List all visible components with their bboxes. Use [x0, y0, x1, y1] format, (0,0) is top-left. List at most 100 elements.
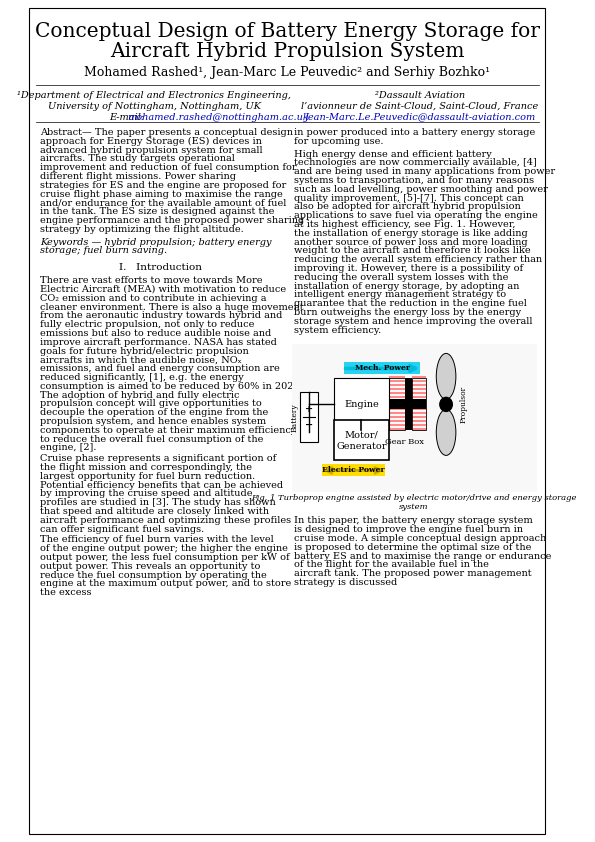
- Text: ¹Department of Electrical and Electronics Engineering,: ¹Department of Electrical and Electronic…: [17, 91, 291, 100]
- Text: engine, [2].: engine, [2].: [40, 444, 96, 452]
- Text: aircraft tank. The proposed power management: aircraft tank. The proposed power manage…: [294, 569, 531, 578]
- Text: the excess: the excess: [40, 589, 92, 597]
- Bar: [345, 362, 420, 375]
- Text: Abstract— The paper presents a conceptual design: Abstract— The paper presents a conceptua…: [40, 128, 293, 137]
- Text: aircraft performance and optimizing these profiles: aircraft performance and optimizing thes…: [40, 516, 292, 525]
- Text: consumption is aimed to be reduced by 60% in 2025.: consumption is aimed to be reduced by 60…: [40, 381, 303, 391]
- Text: applications to save fuel via operating the engine: applications to save fuel via operating …: [294, 211, 537, 221]
- Text: The adoption of hybrid and fully electric: The adoption of hybrid and fully electri…: [40, 391, 240, 400]
- Bar: [405, 378, 412, 430]
- Text: +: +: [305, 405, 313, 414]
- Text: systems to transportation, and for many reasons: systems to transportation, and for many …: [294, 176, 534, 185]
- Text: decouple the operation of the engine from the: decouple the operation of the engine fro…: [40, 408, 268, 417]
- Bar: [389, 388, 405, 391]
- Text: strategy is discussed: strategy is discussed: [294, 578, 397, 587]
- Text: mohamed.rashed@nottingham.ac.uk: mohamed.rashed@nottingham.ac.uk: [127, 113, 309, 122]
- Bar: [412, 384, 427, 386]
- Text: improve aircraft performance. NASA has stated: improve aircraft performance. NASA has s…: [40, 338, 277, 347]
- Text: engine at the maximum output power, and to store: engine at the maximum output power, and …: [40, 579, 292, 589]
- Text: Cruise phase represents a significant portion of: Cruise phase represents a significant po…: [40, 454, 277, 463]
- Text: CO₂ emission and to contribute in achieving a: CO₂ emission and to contribute in achiev…: [40, 294, 267, 303]
- Bar: [412, 428, 427, 430]
- Bar: [292, 344, 537, 493]
- Bar: [412, 420, 427, 423]
- Text: Fig. 1 Turboprop engine assisted by electric motor/drive and energy storage: Fig. 1 Turboprop engine assisted by elec…: [252, 494, 577, 503]
- Text: Electric Aircraft (MEA) with motivation to reduce: Electric Aircraft (MEA) with motivation …: [40, 285, 286, 294]
- Bar: [389, 424, 405, 426]
- Bar: [389, 380, 405, 382]
- Text: in power produced into a battery energy storage: in power produced into a battery energy …: [294, 128, 535, 137]
- Bar: [389, 404, 405, 407]
- Text: l’avionneur de Saint-Cloud, Saint-Cloud, France: l’avionneur de Saint-Cloud, Saint-Cloud,…: [301, 102, 538, 111]
- Text: strategy by optimizing the flight altitude.: strategy by optimizing the flight altitu…: [40, 225, 244, 234]
- Text: installation of energy storage, by adopting an: installation of energy storage, by adopt…: [294, 281, 519, 290]
- Text: E-mail:: E-mail:: [109, 113, 147, 122]
- Text: burn outweighs the energy loss by the energy: burn outweighs the energy loss by the en…: [294, 308, 521, 317]
- Text: at its highest efficiency, see Fig. 1. However,: at its highest efficiency, see Fig. 1. H…: [294, 220, 515, 229]
- Text: storage; fuel burn saving.: storage; fuel burn saving.: [40, 247, 167, 255]
- Text: engine performance and the proposed power sharing: engine performance and the proposed powe…: [40, 216, 305, 225]
- Text: Conceptual Design of Battery Energy Storage for: Conceptual Design of Battery Energy Stor…: [35, 22, 540, 41]
- Text: reducing the overall system efficiency rather than: reducing the overall system efficiency r…: [294, 255, 542, 264]
- Text: aircrafts. The study targets operational: aircrafts. The study targets operational: [40, 154, 235, 163]
- Text: emissions but also to reduce audible noise and: emissions but also to reduce audible noi…: [40, 329, 271, 338]
- Bar: [412, 400, 427, 402]
- Bar: [389, 399, 405, 409]
- Bar: [389, 396, 405, 398]
- Text: approach for Energy Storage (ES) devices in: approach for Energy Storage (ES) devices…: [40, 136, 262, 146]
- Text: of the engine output power; the higher the engine: of the engine output power; the higher t…: [40, 544, 288, 553]
- Text: in the tank. The ES size is designed against the: in the tank. The ES size is designed aga…: [40, 207, 274, 216]
- Circle shape: [440, 397, 452, 412]
- Text: is proposed to determine the optimal size of the: is proposed to determine the optimal siz…: [294, 543, 531, 552]
- Text: the installation of energy storage is like adding: the installation of energy storage is li…: [294, 229, 527, 237]
- Text: is designed to improve the engine fuel burn in: is designed to improve the engine fuel b…: [294, 525, 522, 534]
- Text: improvement and reduction of fuel consumption for: improvement and reduction of fuel consum…: [40, 163, 297, 173]
- Text: Gear Box: Gear Box: [385, 439, 424, 446]
- Text: propulsion concept will give opportunities to: propulsion concept will give opportuniti…: [40, 399, 262, 408]
- Text: quality improvement, [5]-[7]. This concept can: quality improvement, [5]-[7]. This conce…: [294, 194, 524, 203]
- Text: the flight mission and correspondingly, the: the flight mission and correspondingly, …: [40, 463, 252, 472]
- Bar: [389, 408, 405, 410]
- Bar: [412, 392, 427, 394]
- Bar: [412, 380, 427, 382]
- Bar: [412, 396, 427, 398]
- Bar: [334, 378, 389, 430]
- Text: Motor/: Motor/: [345, 431, 378, 440]
- Text: In this paper, the battery energy storage system: In this paper, the battery energy storag…: [294, 516, 533, 525]
- Bar: [412, 408, 427, 410]
- Text: advanced hybrid propulsion system for small: advanced hybrid propulsion system for sm…: [40, 146, 263, 155]
- Ellipse shape: [436, 409, 456, 456]
- Text: −: −: [305, 421, 313, 430]
- Bar: [412, 378, 427, 430]
- Text: Propulsor: Propulsor: [460, 386, 468, 423]
- Text: of the flight for the available fuel in the: of the flight for the available fuel in …: [294, 561, 488, 569]
- Text: that speed and altitude are closely linked with: that speed and altitude are closely link…: [40, 507, 269, 516]
- Text: cleaner environment. There is also a huge movement: cleaner environment. There is also a hug…: [40, 302, 304, 312]
- Bar: [389, 392, 405, 394]
- Text: and are being used in many applications from power: and are being used in many applications …: [294, 168, 555, 176]
- Text: Jean-Marc.Le.Peuvedic@dassault-aviation.com: Jean-Marc.Le.Peuvedic@dassault-aviation.…: [304, 113, 536, 122]
- Text: Engine: Engine: [344, 400, 379, 409]
- Text: can offer significant fuel savings.: can offer significant fuel savings.: [40, 525, 205, 534]
- Text: aircrafts in which the audible noise, NOₓ: aircrafts in which the audible noise, NO…: [40, 355, 242, 365]
- Text: output power, the less fuel consumption per kW of: output power, the less fuel consumption …: [40, 553, 290, 562]
- Text: There are vast efforts to move towards More: There are vast efforts to move towards M…: [40, 276, 262, 285]
- Bar: [412, 376, 427, 378]
- Text: cruise flight phase aiming to maximise the range: cruise flight phase aiming to maximise t…: [40, 189, 283, 199]
- Text: Mech. Power: Mech. Power: [355, 365, 410, 372]
- Bar: [389, 376, 405, 378]
- Text: Keywords — hybrid propulsion; battery energy: Keywords — hybrid propulsion; battery en…: [40, 237, 272, 247]
- Text: to reduce the overall fuel consumption of the: to reduce the overall fuel consumption o…: [40, 434, 264, 444]
- Bar: [412, 388, 427, 391]
- Text: system: system: [399, 504, 429, 511]
- Text: also be adopted for aircraft hybrid propulsion: also be adopted for aircraft hybrid prop…: [294, 202, 521, 211]
- Bar: [389, 384, 405, 386]
- Text: strategies for ES and the engine are proposed for: strategies for ES and the engine are pro…: [40, 181, 286, 189]
- Text: technologies are now commercially available, [4]: technologies are now commercially availa…: [294, 158, 537, 168]
- Text: improving it. However, there is a possibility of: improving it. However, there is a possib…: [294, 264, 523, 273]
- Bar: [389, 412, 405, 414]
- Text: cruise mode. A simple conceptual design approach: cruise mode. A simple conceptual design …: [294, 534, 546, 543]
- Text: output power. This reveals an opportunity to: output power. This reveals an opportunit…: [40, 562, 261, 571]
- Text: fully electric propulsion, not only to reduce: fully electric propulsion, not only to r…: [40, 320, 255, 329]
- Bar: [322, 465, 384, 477]
